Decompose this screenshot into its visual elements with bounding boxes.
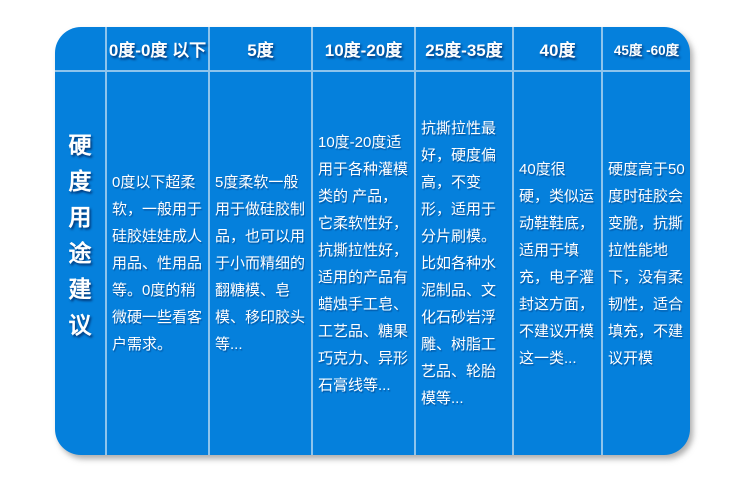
body-cell-25-35deg: 抗撕拉性最好，硬度偏高，不变形，适用于分片刷模。比如各种水泥制品、文化石砂岩浮雕… xyxy=(416,72,514,455)
column-header-40deg: 40度 xyxy=(514,27,603,72)
body-text: 硬度高于50度时硅胶会变脆，抗撕拉性能地下，没有柔韧性，适合填充，不建议开模 xyxy=(608,160,685,367)
column-header-label: 10度-20度 xyxy=(324,41,403,60)
column-header-label: 45度 -60度 xyxy=(613,42,680,58)
vertical-title-char: 用 xyxy=(68,203,92,230)
vertical-title-char: 硬 xyxy=(68,131,92,158)
corner-cell xyxy=(55,27,107,72)
vertical-title-char: 度 xyxy=(68,167,92,194)
vertical-title-char: 建 xyxy=(68,275,92,302)
vertical-title-hardness-usage-advice: 硬 度 用 途 建 议 xyxy=(55,72,107,455)
hardness-usage-table: 0度-0度 以下 5度 10度-20度 25度-35度 40度 45度 -60度… xyxy=(55,27,690,455)
body-text: 40度很 硬，类似运动鞋鞋底，适用于填充，电子灌封这方面，不建议开模这一类... xyxy=(519,160,595,367)
column-header-10-20deg: 10度-20度 xyxy=(313,27,416,72)
body-text: 0度以下超柔软，一般用于硅胶娃娃成人用品、性用品等。0度的稍微硬一些看客户需求。 xyxy=(112,174,203,353)
vertical-title-char: 途 xyxy=(68,239,92,266)
column-header-label: 0度-0度 以下 xyxy=(108,41,207,60)
body-cell-40deg: 40度很 硬，类似运动鞋鞋底，适用于填充，电子灌封这方面，不建议开模这一类... xyxy=(514,72,603,455)
column-header-label: 40度 xyxy=(539,41,576,60)
vertical-title-char: 议 xyxy=(68,311,92,338)
column-header-5deg: 5度 xyxy=(210,27,313,72)
body-cell-5deg: 5度柔软一般用于做硅胶制品，也可以用于小而精细的翻糖模、皂模、移印胶头等... xyxy=(210,72,313,455)
column-header-label: 5度 xyxy=(247,41,274,60)
body-text: 抗撕拉性最好，硬度偏高，不变形，适用于分片刷模。比如各种水泥制品、文化石砂岩浮雕… xyxy=(421,120,497,407)
body-cell-45-60deg: 硬度高于50度时硅胶会变脆，抗撕拉性能地下，没有柔韧性，适合填充，不建议开模 xyxy=(603,72,690,455)
body-cell-10-20deg: 10度-20度适用于各种灌模类的 产品，它柔软性好，抗撕拉性好，适用的产品有蜡烛… xyxy=(313,72,416,455)
body-cell-0deg: 0度以下超柔软，一般用于硅胶娃娃成人用品、性用品等。0度的稍微硬一些看客户需求。 xyxy=(107,72,210,455)
column-header-25-35deg: 25度-35度 xyxy=(416,27,514,72)
column-header-label: 25度-35度 xyxy=(425,41,503,60)
column-header-45-60deg: 45度 -60度 xyxy=(603,27,690,72)
body-text: 10度-20度适用于各种灌模类的 产品，它柔软性好，抗撕拉性好，适用的产品有蜡烛… xyxy=(318,133,409,394)
body-text: 5度柔软一般用于做硅胶制品，也可以用于小而精细的翻糖模、皂模、移印胶头等... xyxy=(215,174,306,353)
column-header-0deg: 0度-0度 以下 xyxy=(107,27,210,72)
